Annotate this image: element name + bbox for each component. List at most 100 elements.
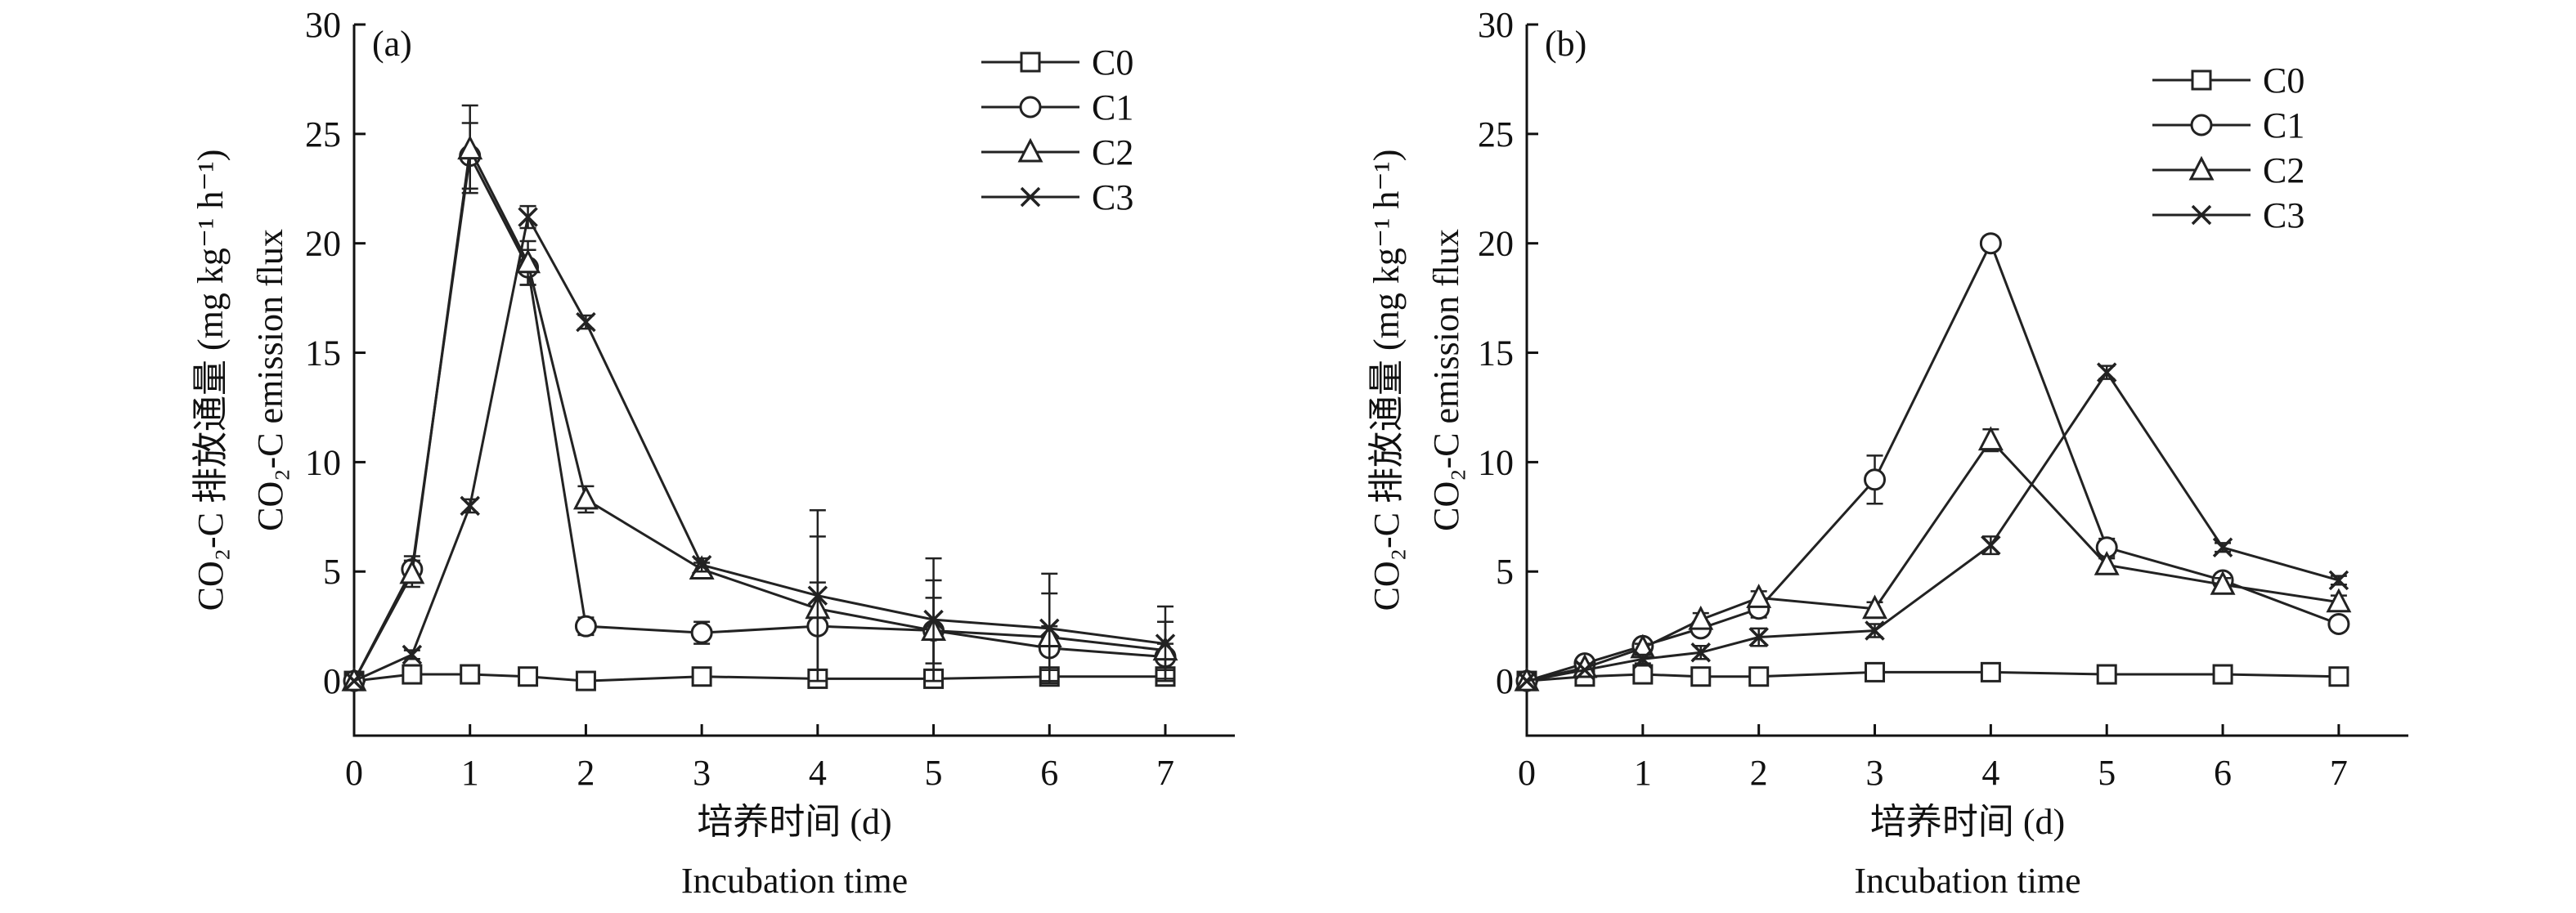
legend-marker (1017, 137, 1043, 163)
y-tick-label: 15 (1478, 333, 1514, 374)
y-tick-label: 15 (305, 333, 341, 374)
data-point (515, 248, 541, 274)
x-tick-label: 5 (2098, 753, 2116, 793)
legend-marker (2191, 204, 2212, 226)
x-tick-label: 4 (1981, 753, 1999, 793)
x-tick-label: 0 (1518, 753, 1536, 793)
y-axis-label-cn: CO₂-C 排放通量 (mg kg⁻¹ h⁻¹) (191, 150, 231, 611)
y-tick-label: 25 (305, 114, 341, 154)
y-tick-label: 10 (305, 442, 341, 482)
x-tick-label: 2 (577, 753, 595, 793)
data-point (1748, 627, 1769, 647)
x-tick-label: 7 (1156, 753, 1174, 793)
legend-label: C1 (1092, 87, 1133, 128)
data-point (399, 559, 425, 584)
data-point (2326, 588, 2352, 613)
legend-marker (1019, 96, 1042, 119)
series-line-C3 (353, 213, 1166, 683)
data-point (518, 207, 538, 227)
y-tick-label: 5 (323, 552, 341, 592)
legend-label: C2 (1092, 132, 1133, 172)
data-point (574, 615, 597, 638)
data-point (402, 664, 423, 685)
data-point (690, 621, 713, 644)
x-tick-label: 3 (1866, 753, 1884, 793)
data-point (2212, 664, 2233, 685)
series-line-C0 (353, 673, 1165, 683)
chart-panel-0: 0 5 10 15 20 25 30 0 1 2 3 4 5 6 7 (a) CO₂-C 排放通量 (mg kg… (191, 5, 1235, 901)
y-tick-label: 25 (1478, 114, 1514, 154)
data-point (1155, 633, 1176, 654)
legend-marker (2188, 155, 2215, 181)
y-tick-label: 30 (1478, 5, 1514, 45)
legend-marker (2191, 69, 2212, 91)
x-tick-label: 3 (693, 753, 711, 793)
data-point (1574, 660, 1595, 680)
chart-panel-1: 0 5 10 15 20 25 30 0 1 2 3 4 5 6 7 (b) CO₂-C 排放通量 (mg kg… (1367, 5, 2408, 901)
data-point (1688, 605, 1714, 630)
data-point (691, 666, 712, 687)
legend-marker (1020, 186, 1041, 208)
x-tick-label: 4 (809, 753, 827, 793)
data-point (1981, 535, 2001, 556)
series-C2 (1514, 426, 2352, 691)
data-point (807, 585, 828, 606)
series-line-C1 (352, 151, 1166, 682)
series-line-C2 (352, 145, 1166, 682)
x-tick-label: 5 (925, 753, 943, 793)
data-point (460, 495, 480, 517)
data-point (2210, 571, 2236, 595)
y-tick-label: 10 (1478, 442, 1514, 482)
panel-label: (b) (1545, 24, 1586, 64)
data-point (1690, 666, 1712, 687)
legend-label: C3 (2263, 195, 2304, 235)
y-axis-label-cn: CO₂-C 排放通量 (mg kg⁻¹ h⁻¹) (1367, 150, 1407, 611)
x-tick-label: 1 (461, 753, 479, 793)
legend-label: C0 (2263, 60, 2304, 101)
y-axis-label-en: CO₂-C emission flux (250, 229, 290, 531)
data-point (1865, 620, 1885, 641)
y-tick-label: 0 (1496, 661, 1514, 701)
y-tick-label: 20 (1478, 224, 1514, 264)
series-C3 (343, 204, 1176, 691)
data-point (1979, 232, 2002, 255)
axis-lines (352, 25, 1235, 737)
series-C0 (1516, 661, 2349, 691)
data-point (2328, 666, 2349, 687)
data-point (2094, 550, 2120, 575)
legend-label: C3 (1092, 177, 1133, 217)
data-point (575, 670, 596, 691)
x-tick-label: 1 (1634, 753, 1652, 793)
data-point (1865, 661, 1886, 683)
x-tick-label: 2 (1750, 753, 1768, 793)
data-point (1632, 649, 1654, 669)
data-point (691, 554, 712, 575)
data-point (576, 311, 596, 333)
data-point (457, 135, 483, 160)
panel-label: (a) (372, 24, 412, 64)
series-line-C2 (1526, 438, 2340, 683)
data-point (572, 485, 599, 510)
x-tick-label: 7 (2330, 753, 2348, 793)
data-point (2212, 537, 2233, 558)
y-tick-label: 0 (323, 661, 341, 701)
series-line-C3 (1526, 369, 2340, 683)
data-point (1977, 426, 2004, 451)
x-tick-label: 0 (345, 753, 363, 793)
data-point (1632, 664, 1654, 685)
y-tick-label: 30 (305, 5, 341, 45)
data-point (1864, 468, 1887, 491)
series-C3 (1516, 362, 2349, 691)
y-tick-label: 5 (1496, 552, 1514, 592)
data-point (1039, 618, 1060, 639)
x-axis-label-en: Incubation time (1854, 861, 2080, 901)
legend-marker (1020, 51, 1041, 73)
data-point (460, 664, 481, 685)
series-C2 (341, 104, 1178, 691)
data-point (1746, 584, 1772, 608)
data-point (402, 644, 423, 665)
data-point (1690, 642, 1711, 663)
series-C1 (1515, 232, 2350, 692)
data-point (2096, 664, 2117, 685)
